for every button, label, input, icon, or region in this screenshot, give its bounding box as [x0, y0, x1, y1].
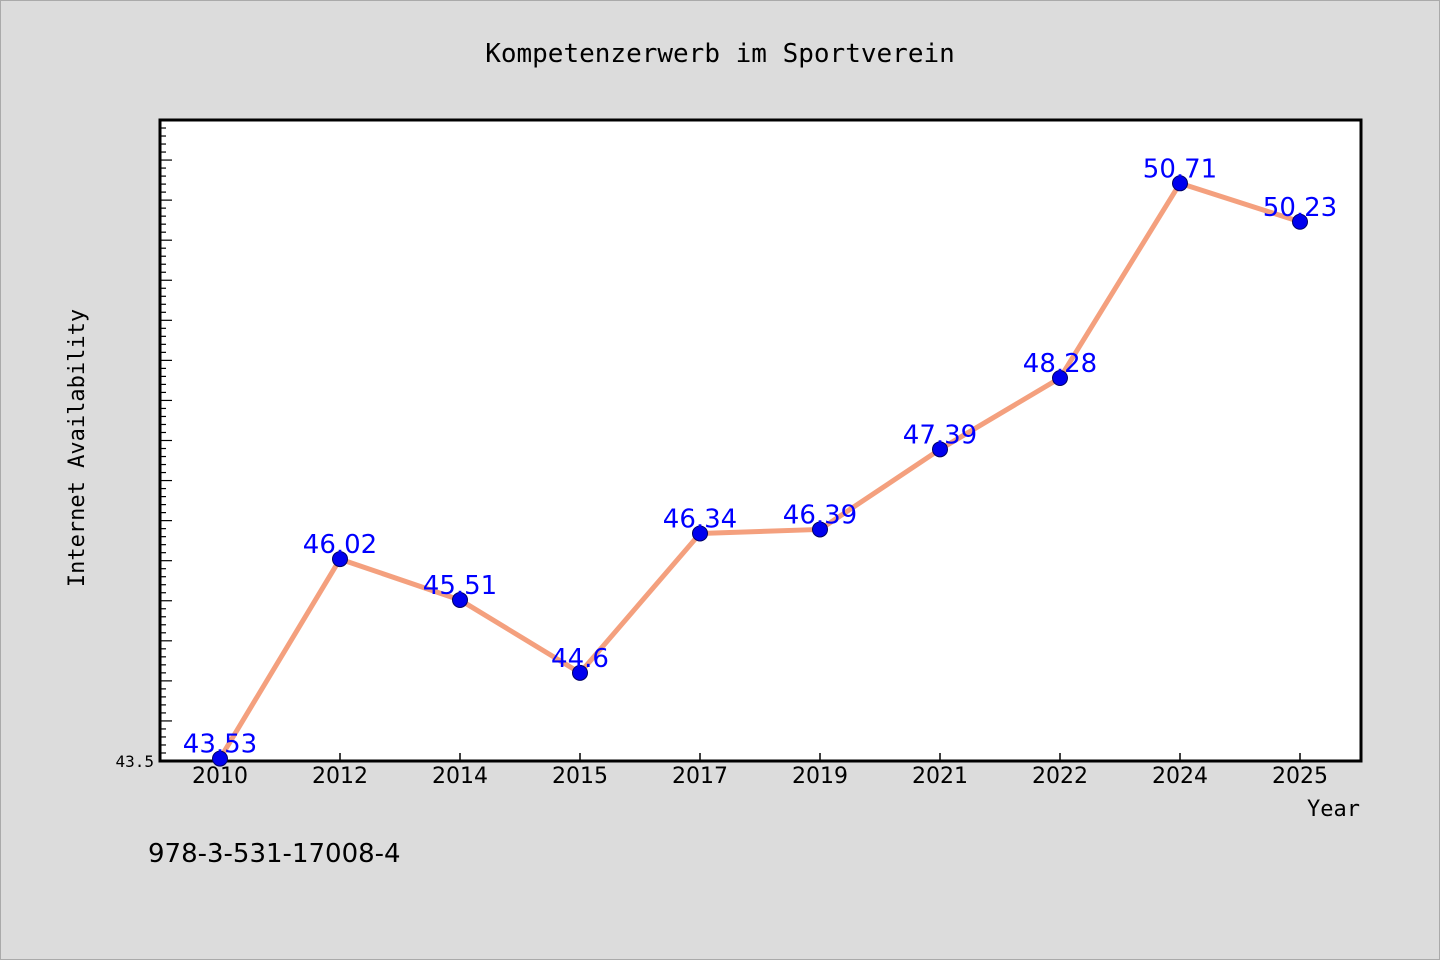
y-axis-tick-labels: 43.5: [115, 752, 154, 771]
data-label: 44.6: [551, 644, 609, 674]
data-markers: [212, 175, 1308, 767]
x-axis-ticks: [219, 753, 1301, 761]
data-label: 47.39: [903, 420, 977, 450]
y-axis-label: Internet Availability: [65, 309, 90, 587]
data-point: [1292, 213, 1308, 230]
x-axis-tick-labels: 2010 2012 2014 2015 2017 2019 2021 2022 2024 2025: [192, 764, 1328, 789]
data-label: 50.23: [1263, 193, 1337, 223]
data-point: [1172, 175, 1188, 192]
data-labels: 43.53 46.02 45.51 44.6 46.34 46.39 47.39 48.28 5…: [183, 154, 1337, 759]
series-line: [217, 180, 1303, 762]
data-point: [812, 521, 828, 538]
data-label: 46.34: [663, 504, 737, 534]
data-label: 43.53: [183, 730, 257, 760]
x-tick-label: 2015: [552, 764, 608, 789]
y-tick-label: 43.5: [115, 752, 154, 771]
y-axis-ticks: [160, 127, 172, 762]
data-label: 45.51: [423, 571, 497, 601]
isbn-annotation: 978-3-531-17008-4: [148, 839, 401, 869]
x-tick-label: 2022: [1032, 764, 1088, 789]
data-point: [572, 664, 588, 681]
x-tick-label: 2012: [312, 764, 368, 789]
x-tick-label: 2021: [912, 764, 968, 789]
data-label: 50.71: [1143, 154, 1217, 184]
data-point: [212, 750, 228, 767]
x-axis-label: Year: [1307, 797, 1360, 822]
data-label: 46.02: [303, 530, 377, 560]
data-point: [1052, 370, 1068, 387]
x-tick-label: 2024: [1152, 764, 1208, 789]
plot-area: [158, 118, 1363, 763]
x-tick-label: 2014: [432, 764, 488, 789]
x-tick-label: 2017: [672, 764, 728, 789]
data-point: [332, 551, 348, 568]
data-point: [932, 441, 948, 458]
data-point: [692, 525, 708, 542]
x-tick-label: 2025: [1272, 764, 1328, 789]
data-label: 48.28: [1023, 349, 1097, 379]
x-tick-label: 2019: [792, 764, 848, 789]
chart-title: Kompetenzerwerb im Sportverein: [485, 39, 955, 69]
data-point: [452, 591, 468, 608]
data-label: 46.39: [783, 500, 857, 530]
x-tick-label: 2010: [192, 764, 248, 789]
